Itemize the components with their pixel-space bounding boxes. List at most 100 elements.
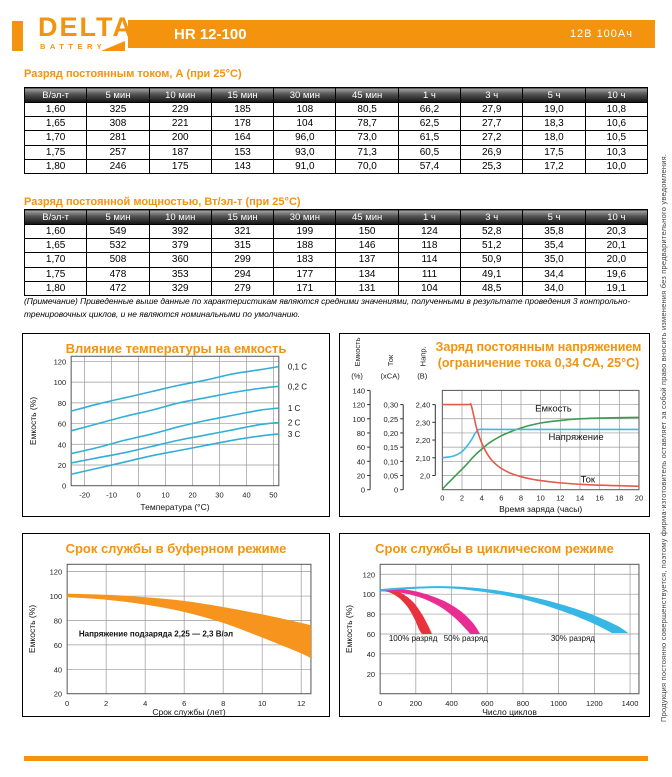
table-cell: 93,0 [273, 144, 337, 160]
svg-text:20: 20 [357, 472, 365, 481]
svg-text:10: 10 [161, 491, 169, 500]
svg-text:2: 2 [104, 699, 108, 708]
table-row: 1,80 246 175 143 91,0 70,0 57,4 25,3 17,2 10,0 [23, 158, 649, 174]
column-header: 30 мин [273, 209, 337, 225]
svg-text:100: 100 [353, 415, 366, 424]
table-cell: 1,65 [23, 116, 88, 132]
column-header: 30 мин [273, 87, 337, 103]
table-cell: 34,4 [522, 266, 586, 282]
svg-text:Емкость (%): Емкость (%) [344, 605, 354, 653]
chart-constant-voltage-charge: 0 2 4 6 8 10 12 14 16 18 20 0 20 40 60 80 100 120 140 (%) Ем… [339, 333, 650, 517]
table-cell: 281 [86, 130, 150, 146]
table-cell: 20,3 [584, 223, 649, 240]
table-cell: 51,2 [460, 238, 524, 254]
column-header: 3 ч [460, 87, 524, 103]
table-cell: 153 [210, 144, 275, 160]
svg-text:Температура (°C): Температура (°C) [140, 502, 209, 512]
brand-triangle-icon [101, 41, 125, 51]
table-cell: 1,70 [23, 252, 88, 268]
table-cell: 279 [210, 280, 275, 296]
svg-text:60: 60 [58, 420, 66, 429]
svg-text:10: 10 [258, 699, 266, 708]
svg-text:100% разряд: 100% разряд [389, 634, 438, 643]
svg-text:2,10: 2,10 [416, 454, 431, 463]
column-header: 15 мин [210, 209, 275, 225]
chart-title: Срок службы в циклическом режиме [375, 541, 614, 556]
table-cell: 183 [273, 252, 337, 268]
table-cell: 1,60 [23, 223, 88, 240]
svg-text:0: 0 [361, 486, 365, 495]
svg-text:600: 600 [481, 699, 494, 708]
table-cell: 34,0 [522, 280, 586, 296]
footer-accent-bar [24, 756, 648, 761]
table-cell: 18,3 [522, 116, 586, 132]
svg-text:3 C: 3 C [288, 430, 301, 439]
svg-text:120: 120 [50, 568, 63, 577]
svg-text:8: 8 [519, 494, 523, 503]
svg-text:0,20: 0,20 [384, 429, 399, 438]
svg-text:2,20: 2,20 [416, 436, 431, 445]
table-cell: 257 [86, 144, 150, 160]
discharge-power-title: Разряд постоянной мощностью, Вт/эл-т (пр… [24, 196, 301, 208]
column-header: 1 ч [397, 209, 462, 225]
svg-text:40: 40 [242, 491, 250, 500]
table-cell: 321 [210, 223, 275, 240]
table-cell: 549 [86, 223, 150, 240]
table-cell: 20,1 [584, 238, 649, 254]
svg-text:0: 0 [65, 699, 69, 708]
table-cell: 48,5 [460, 280, 524, 296]
table-cell: 108 [273, 101, 337, 118]
table-cell: 187 [148, 144, 212, 160]
table-cell: 1,70 [23, 130, 88, 146]
svg-text:30% разряд: 30% разряд [551, 634, 595, 643]
svg-text:2: 2 [460, 494, 464, 503]
chart-cycle-service-life-plot: 0 200 400 600 800 1000 1200 1400 20 40 60 80 100 120 Е… [344, 563, 640, 716]
table-row: 1,70 508 360 299 183 137 114 50,9 35,0 20,0 [23, 252, 649, 268]
svg-text:1200: 1200 [586, 699, 603, 708]
svg-text:20: 20 [367, 670, 375, 679]
model-title: HR 12-100 [174, 25, 247, 43]
svg-text:1000: 1000 [550, 699, 567, 708]
column-header: 5 ч [522, 209, 586, 225]
column-header: 45 мин [335, 209, 399, 225]
svg-text:0,15: 0,15 [384, 443, 399, 452]
svg-text:10: 10 [536, 494, 544, 503]
svg-text:140: 140 [353, 386, 366, 395]
svg-text:(%): (%) [351, 371, 363, 380]
table-cell: 62,5 [397, 116, 462, 132]
table-cell: 1,60 [23, 101, 88, 118]
table-cell: 175 [148, 158, 212, 174]
table-cell: 60,5 [397, 144, 462, 160]
svg-text:0,10: 0,10 [384, 457, 399, 466]
svg-text:18: 18 [615, 494, 623, 503]
column-header: 10 ч [584, 87, 649, 103]
svg-text:20: 20 [188, 491, 196, 500]
note-text: (Примечание) Приведенные выше данные по … [24, 296, 631, 319]
table-cell: 1,75 [23, 144, 88, 160]
svg-text:60: 60 [367, 630, 375, 639]
table-row: 1,70 281 200 164 96,0 73,0 61,5 27,2 18,0 10,5 [23, 130, 649, 146]
svg-text:1 C: 1 C [288, 404, 301, 413]
svg-text:40: 40 [367, 650, 375, 659]
svg-text:60: 60 [357, 443, 365, 452]
svg-text:30: 30 [215, 491, 223, 500]
svg-text:(В): (В) [417, 371, 428, 380]
svg-text:120: 120 [353, 401, 366, 410]
chart-title-line1: Заряд постоянным напряжением [435, 340, 642, 354]
table-row: 1,80 472 329 279 171 131 104 48,5 34,0 19,1 [23, 280, 649, 296]
svg-text:100: 100 [54, 378, 67, 387]
table-cell: 73,0 [335, 130, 399, 146]
chart-title: Срок службы в буферном режиме [65, 541, 287, 556]
svg-text:2 C: 2 C [288, 419, 301, 428]
table-cell: 61,5 [397, 130, 462, 146]
svg-text:0,05: 0,05 [384, 472, 399, 481]
table-cell: 171 [273, 280, 337, 296]
svg-text:8: 8 [221, 699, 225, 708]
table-cell: 49,1 [460, 266, 524, 282]
table-cell: 185 [210, 101, 275, 118]
column-header: 10 мин [148, 209, 212, 225]
svg-text:2,40: 2,40 [416, 401, 431, 410]
table-cell: 70,0 [335, 158, 399, 174]
column-header: 45 мин [335, 87, 399, 103]
